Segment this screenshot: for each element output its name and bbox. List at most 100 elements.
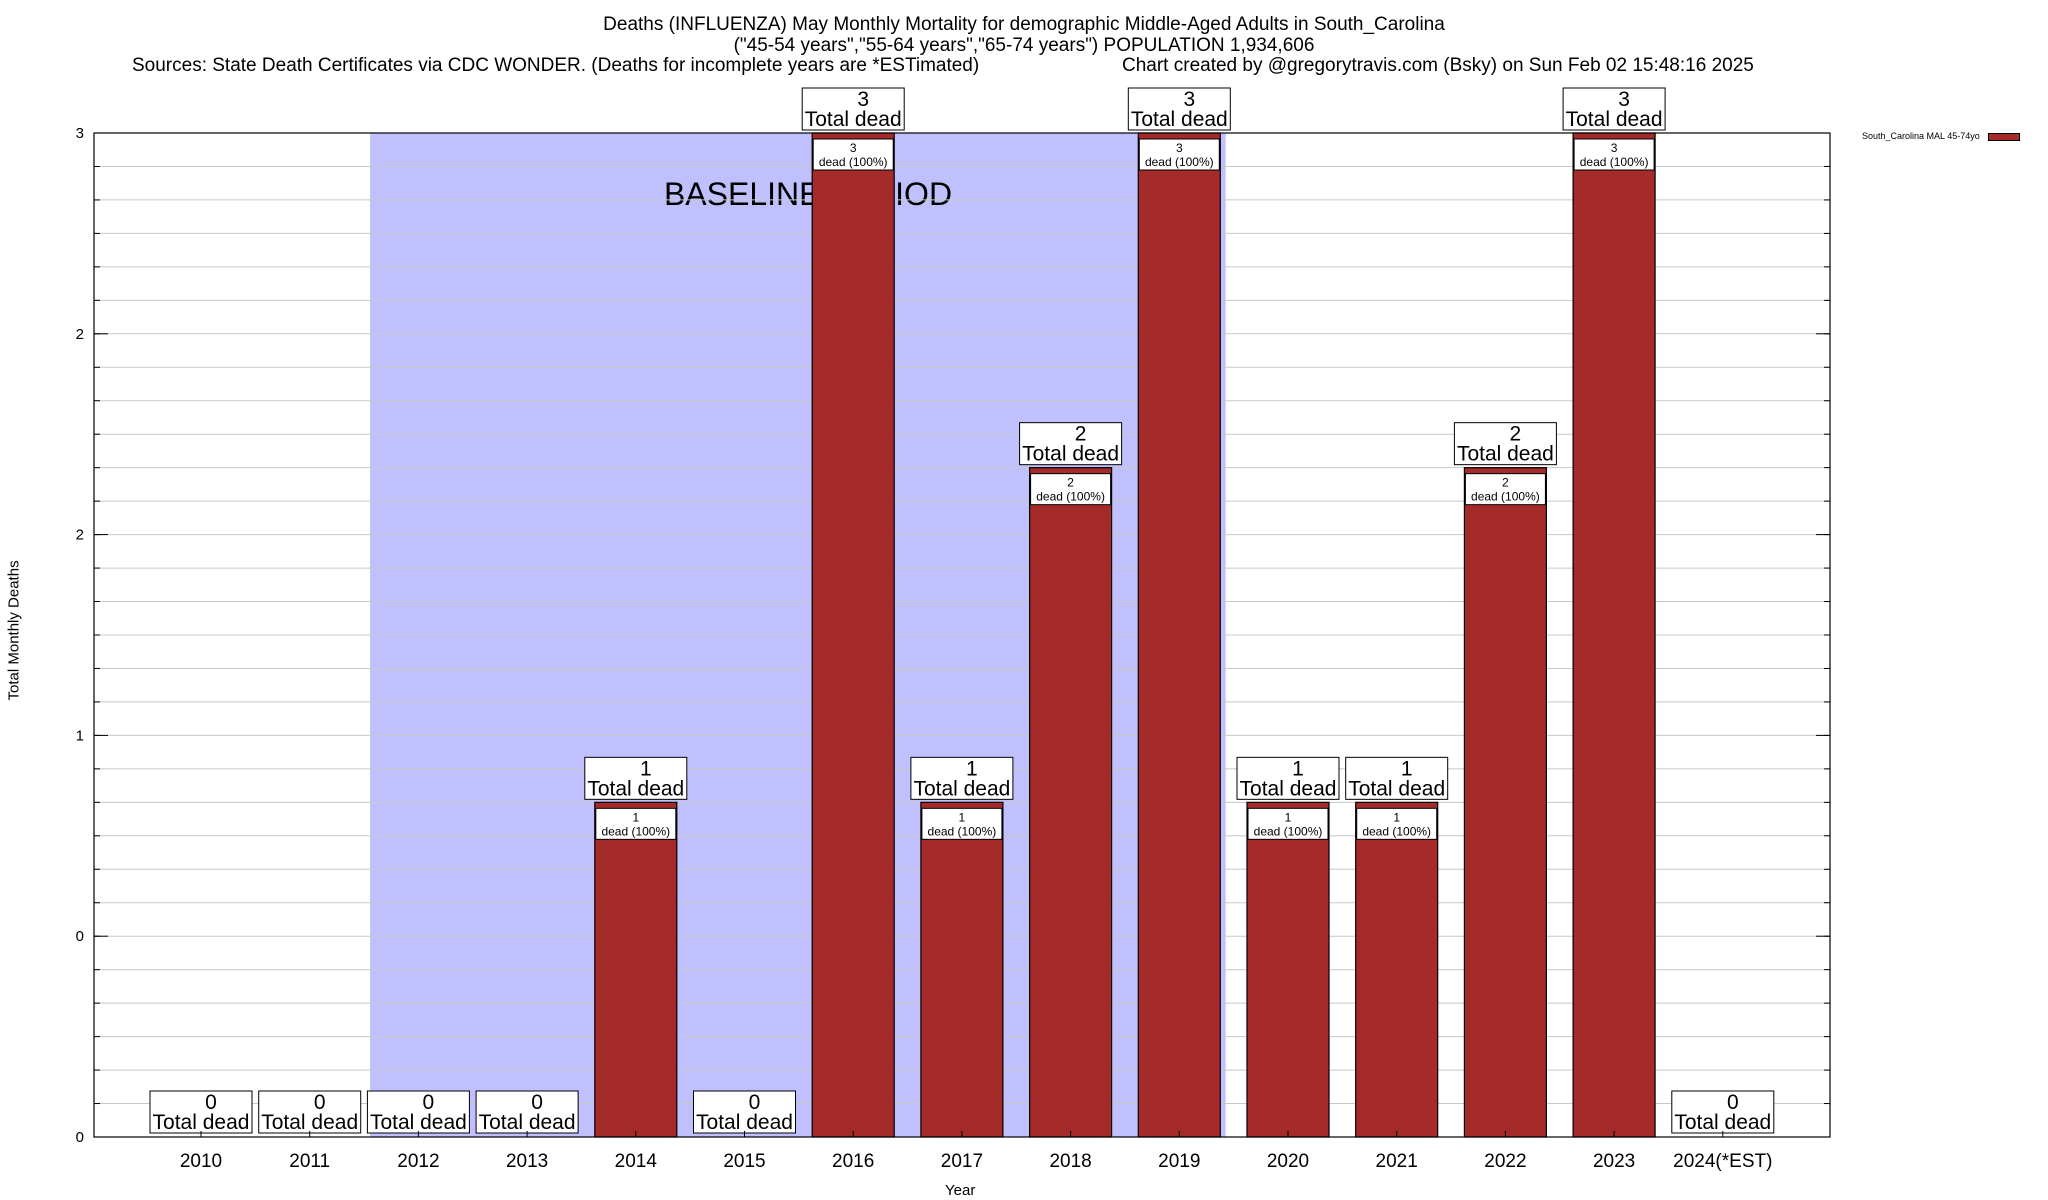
bar-total-label-box (801, 87, 905, 131)
y-tick-label: 3 (76, 125, 84, 142)
bar-total-label-text: Total dead (153, 1111, 250, 1134)
bar-inner-label-box (1030, 473, 1112, 506)
bar (1463, 467, 1548, 1138)
bar-total-label-box (1345, 756, 1449, 800)
bar-total-label-text: Total dead (1348, 777, 1445, 800)
bar-inner-label-box (1464, 473, 1546, 506)
y-tick-label: 0 (76, 928, 84, 945)
y-tick-label: 0 (76, 1129, 84, 1146)
bar-total-label-text: Total dead (1457, 443, 1554, 466)
bar-inner-label-value: 1 (632, 810, 639, 824)
bar-inner-label-value: 3 (1176, 141, 1183, 155)
x-tick-label: 2016 (832, 1151, 874, 1172)
bar-total-label-box (1019, 422, 1123, 466)
bar-inner-label-text: dead (100%) (819, 155, 888, 169)
bar-inner-label-box (1356, 807, 1438, 840)
bar (594, 801, 678, 1138)
bar (1572, 132, 1656, 1138)
bar-total-label-value: 3 (857, 88, 869, 111)
x-tick-label: 2010 (180, 1151, 222, 1172)
bar-total-label-text: Total dead (261, 1111, 358, 1134)
legend: South_Carolina MAL 45-74yo (1862, 131, 2020, 141)
bar-total-label-box (1127, 87, 1231, 131)
bar (811, 132, 895, 1138)
x-tick-label: 2013 (506, 1151, 548, 1172)
bar-total-label-value: 1 (966, 757, 978, 780)
bar-inner-label-box (921, 807, 1003, 840)
x-tick-label: 2014 (615, 1151, 658, 1172)
bar (1137, 132, 1221, 1138)
bar-inner-label-text: dead (100%) (1036, 490, 1105, 504)
bar-total-label-value: 1 (640, 757, 652, 780)
chart-sources: Sources: State Death Certificates via CD… (132, 55, 980, 76)
chart-subtitle: ("45-54 years","55-64 years","65-74 year… (733, 35, 1315, 56)
bar-inner-label-box (1247, 807, 1329, 840)
x-tick-label: 2020 (1267, 1151, 1309, 1172)
y-tick-label: 1 (76, 727, 84, 744)
bar-total-label-text: Total dead (1131, 108, 1228, 131)
bar-total-label-value: 0 (205, 1091, 217, 1114)
bar-inner-label-value: 3 (850, 141, 857, 155)
bar-total-label-text: Total dead (1240, 777, 1337, 800)
bar-total-label-value: 3 (1618, 88, 1630, 111)
y-axis-label: Total Monthly Deaths (5, 560, 23, 701)
bar-total-label-box (475, 1090, 579, 1134)
bar-total-label-value: 0 (531, 1091, 543, 1114)
bar-total-label-box (1453, 422, 1557, 466)
bar-inner-label-box (812, 138, 894, 171)
baseline-period-label: BASELINE PERIOD (664, 176, 952, 212)
bar-total-label-box (693, 1090, 796, 1134)
bar-inner-label-box (1138, 138, 1220, 171)
plot-border (93, 132, 1831, 1138)
y-tick-label: 2 (76, 527, 84, 544)
bar-total-label-text: Total dead (1022, 443, 1119, 466)
bar-inner-label-text: dead (100%) (1145, 155, 1214, 169)
bar-total-label-box (584, 756, 688, 800)
bar-inner-label-value: 2 (1067, 476, 1074, 490)
x-tick-label: 2018 (1049, 1151, 1091, 1172)
bar (1355, 801, 1439, 1138)
bar-inner-label-value: 2 (1502, 476, 1509, 490)
bar-total-label-text: Total dead (913, 777, 1010, 800)
bar (1246, 801, 1330, 1138)
bar (1028, 467, 1113, 1138)
bar-total-label-text: Total dead (479, 1111, 576, 1134)
bar-inner-label-value: 1 (1285, 810, 1292, 824)
bar-total-label-value: 3 (1183, 88, 1195, 111)
bar-inner-label-text: dead (100%) (1254, 824, 1323, 838)
x-tick-label: 2019 (1158, 1151, 1200, 1172)
bar-total-label-value: 2 (1075, 423, 1087, 446)
bar-inner-label-text: dead (100%) (1580, 155, 1649, 169)
bar-total-label-value: 2 (1510, 423, 1522, 446)
x-tick-label: 2015 (723, 1151, 765, 1172)
bar-total-label-text: Total dead (1566, 108, 1663, 131)
bar-total-label-box (1562, 87, 1666, 131)
x-tick-label: 2023 (1593, 1151, 1635, 1172)
bar-inner-label-value: 3 (1611, 141, 1618, 155)
bar-total-label-box (910, 756, 1014, 800)
bar-total-label-box (1236, 756, 1340, 800)
bar-total-label-value: 0 (314, 1091, 326, 1114)
bar-total-label-text: Total dead (696, 1111, 793, 1134)
chart-credit: Chart created by @gregorytravis.com (Bsk… (1122, 55, 1754, 76)
bar-total-label-value: 0 (749, 1091, 761, 1114)
x-tick-label: 2012 (397, 1151, 439, 1172)
bar-inner-label-text: dead (100%) (1362, 824, 1431, 838)
bar-total-label-text: Total dead (1674, 1111, 1771, 1134)
chart-title: Deaths (INFLUENZA) May Monthly Mortality… (603, 14, 1445, 35)
bar-total-label-value: 1 (1292, 757, 1304, 780)
x-tick-label: 2024(*EST) (1673, 1151, 1772, 1172)
bar-total-label-text: Total dead (587, 777, 684, 800)
bar-inner-label-value: 1 (959, 810, 966, 824)
legend-swatch (1987, 132, 2020, 141)
bar-total-label-box (258, 1090, 362, 1134)
y-tick-label: 2 (76, 326, 84, 343)
bar-inner-label-text: dead (100%) (928, 824, 997, 838)
bar-total-label-value: 0 (423, 1091, 435, 1114)
x-axis-label: Year (945, 1182, 976, 1199)
bar-inner-label-box (1573, 138, 1655, 171)
x-tick-label: 2011 (289, 1151, 330, 1172)
bar-total-label-box (1671, 1090, 1775, 1134)
bar (920, 801, 1004, 1138)
